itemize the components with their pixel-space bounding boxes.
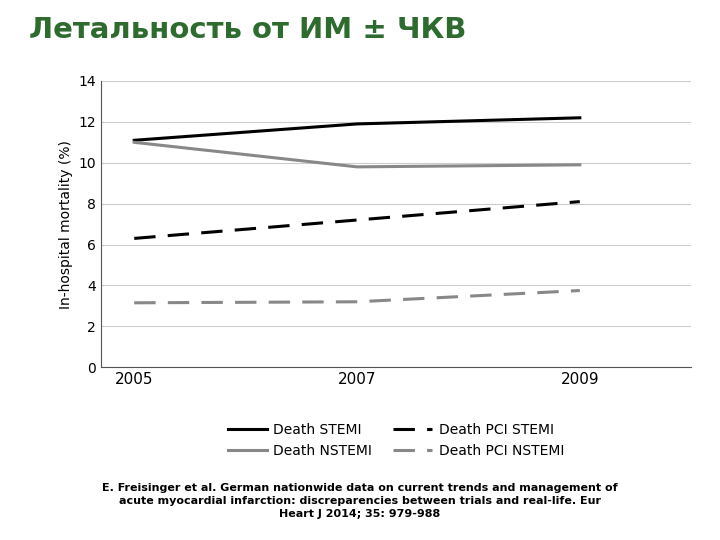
Text: E. Freisinger et al. German nationwide data on current trends and management of
: E. Freisinger et al. German nationwide d…	[102, 483, 618, 519]
Text: Летальность от ИМ ± ЧКВ: Летальность от ИМ ± ЧКВ	[29, 16, 466, 44]
Legend: Death STEMI, Death NSTEMI, Death PCI STEMI, Death PCI NSTEMI: Death STEMI, Death NSTEMI, Death PCI STE…	[222, 417, 570, 463]
Y-axis label: In-hospital mortality (%): In-hospital mortality (%)	[59, 140, 73, 308]
